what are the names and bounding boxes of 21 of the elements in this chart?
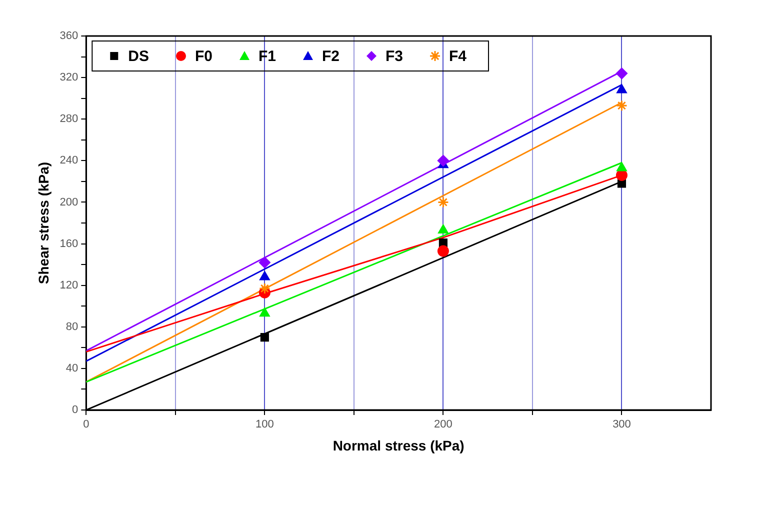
y-tick-label: 200 — [60, 196, 78, 208]
legend-label: F3 — [386, 48, 404, 66]
legend-label: F2 — [322, 48, 340, 66]
y-tick-label: 80 — [66, 320, 78, 333]
y-tick-label: 360 — [60, 30, 78, 42]
x-tick-label: 100 — [256, 418, 274, 431]
legend-label: DS — [128, 48, 149, 66]
x-tick-label: 0 — [83, 418, 90, 431]
y-tick-label: 120 — [60, 279, 78, 292]
y-tick-label: 280 — [60, 113, 78, 126]
y-axis-title: Shear stress (kPa) — [35, 162, 52, 284]
x-axis-title: Normal stress (kPa) — [332, 437, 464, 454]
y-tick-label: 240 — [60, 154, 78, 167]
x-tick-label: 200 — [434, 418, 452, 431]
y-tick-label: 160 — [60, 238, 78, 250]
legend-label: F0 — [194, 48, 213, 66]
y-tick-label: 320 — [60, 72, 78, 84]
y-tick-label: 0 — [72, 404, 78, 416]
x-tick-label: 300 — [612, 418, 631, 431]
legend-label: F4 — [449, 48, 468, 66]
y-tick-label: 40 — [66, 362, 78, 374]
